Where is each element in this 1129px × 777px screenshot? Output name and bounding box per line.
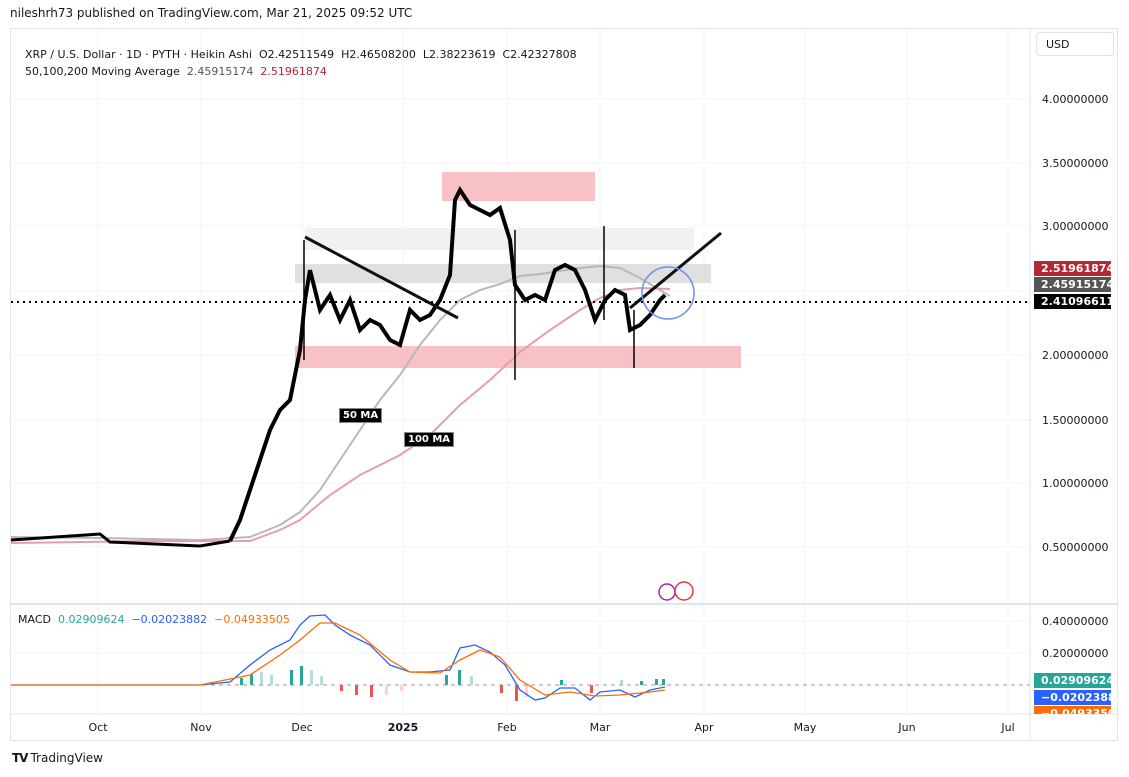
macd-histogram [240,666,665,701]
price-tick: 3.50000000 [1042,157,1109,170]
descending-trendline [304,235,459,320]
support-zone [295,346,741,368]
price-tick: 3.00000000 [1042,220,1109,233]
ma50-line [10,264,671,542]
us-flag-event-icon [674,581,694,601]
time-tick: Jun [898,721,916,734]
lightning-event-icon [658,583,676,601]
macd-legend: MACD 0.02909624 −0.02023882 −0.04933505 [18,613,290,626]
time-tick: Oct [88,721,108,734]
time-tick-year: 2025 [387,721,419,734]
resistance-zone [442,172,595,201]
publish-line: nileshrh73 published on TradingView.com,… [10,6,413,20]
gray-zone-upper [305,228,694,250]
ascending-trendline [629,231,722,310]
macd-tick: 0.20000000 [1042,647,1109,660]
time-tick: Nov [190,721,212,734]
macd-signal-badge: −0.04933505 [1034,706,1111,714]
tv-logo-icon: TV [12,751,29,765]
price-tick: 4.00000000 [1042,93,1109,106]
currency-button[interactable]: USD [1036,32,1114,56]
time-tick: Apr [694,721,714,734]
candles [10,186,667,548]
time-tick: Dec [291,721,313,734]
macd-tick: 0.40000000 [1042,615,1109,628]
price-tick: 1.00000000 [1042,477,1109,490]
highlight-circle [641,266,695,320]
price-tick: 1.50000000 [1042,414,1109,427]
macd-line [11,614,666,701]
time-tick: Mar [589,721,611,734]
symbol-legend: XRP / U.S. Dollar · 1D · PYTH · Heikin A… [25,48,577,61]
gray-zone-lower [295,264,711,283]
signal-line [11,622,666,697]
time-tick: May [793,721,817,734]
price-tick: 0.50000000 [1042,541,1109,554]
ma50-tag: 50 MA [339,408,383,423]
tradingview-logo[interactable]: TV TradingView [12,751,103,765]
price-tick: 2.00000000 [1042,349,1109,362]
ma100-price-badge: 2.51961874 [1034,261,1114,276]
ma-legend: 50,100,200 Moving Average 2.45915174 2.5… [25,65,327,78]
time-tick: Feb [497,721,517,734]
chart-frame [10,28,1118,741]
ma50-price-badge: 2.45915174 [1034,277,1114,292]
last-price-badge: 2.41096611 [1034,294,1114,309]
macd-hist-badge: 0.02909624 [1034,673,1114,688]
ma100-tag: 100 MA [404,432,455,447]
macd-line-badge: −0.02023882 [1034,690,1123,705]
time-tick: Jul [1001,721,1015,734]
